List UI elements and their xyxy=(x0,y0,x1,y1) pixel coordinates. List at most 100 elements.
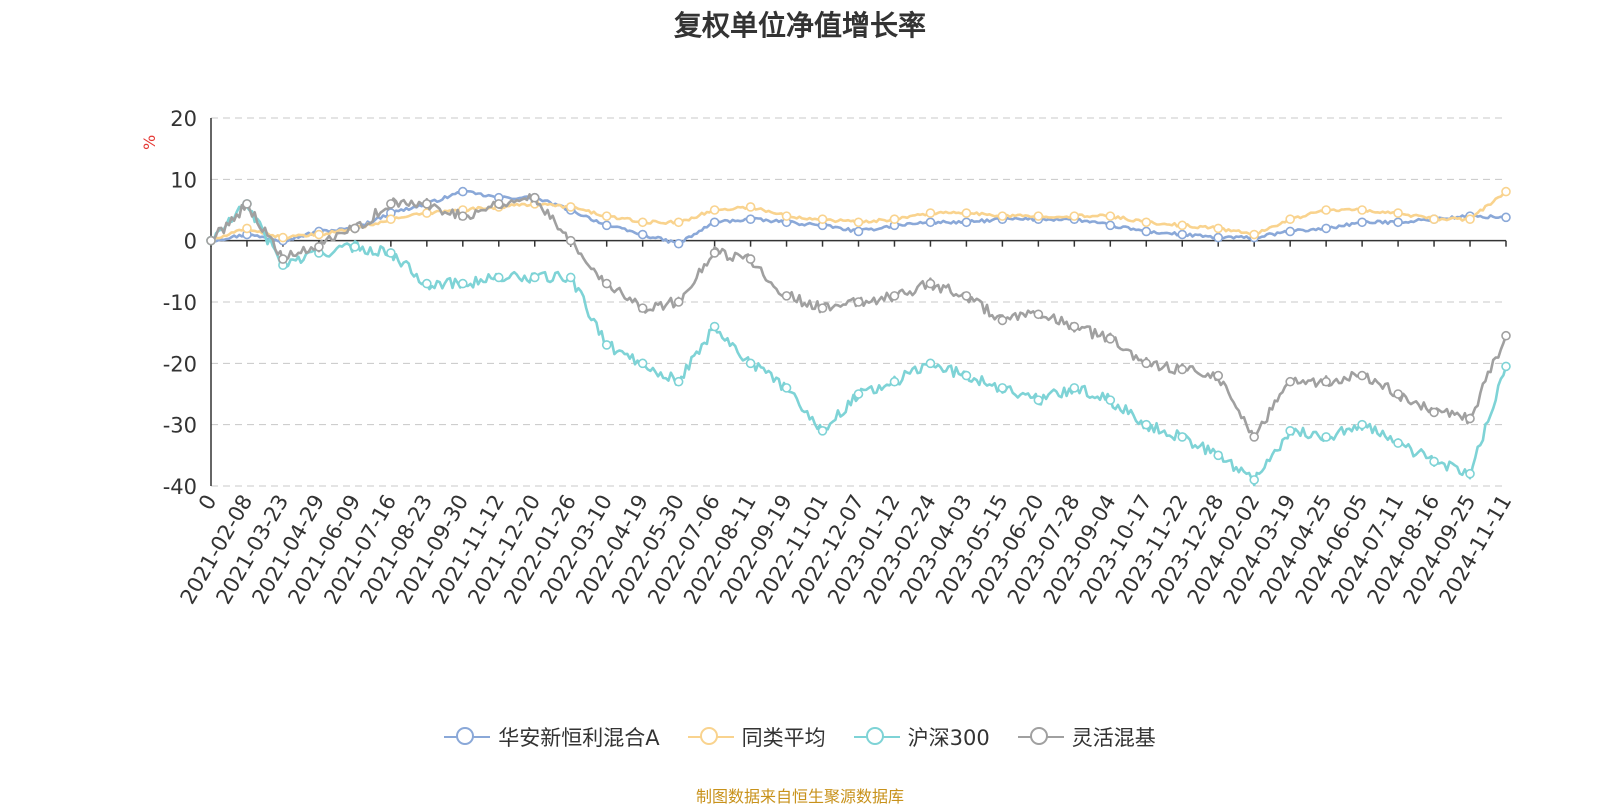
data-point xyxy=(565,235,576,246)
legend-item[interactable]: 沪深300 xyxy=(853,722,990,752)
data-point xyxy=(745,214,756,224)
data-point xyxy=(1105,211,1116,221)
data-point xyxy=(1141,217,1152,228)
data-point xyxy=(925,358,936,369)
data-point xyxy=(1069,211,1080,221)
data-point xyxy=(961,370,972,381)
data-point xyxy=(422,278,432,289)
data-point xyxy=(1321,376,1331,387)
data-point xyxy=(1213,450,1224,461)
data-point xyxy=(422,199,432,209)
legend: 华安新恒利混合A 同类平均 沪深300 灵活混基 xyxy=(0,722,1600,752)
data-point xyxy=(278,254,288,264)
data-point xyxy=(1357,205,1367,215)
data-point xyxy=(961,208,972,218)
data-point xyxy=(278,232,288,243)
data-point xyxy=(1321,205,1331,215)
data-point xyxy=(853,217,864,228)
data-point xyxy=(637,303,648,313)
data-point xyxy=(781,291,792,301)
source-note: 制图数据来自恒生聚源数据库 xyxy=(695,787,904,806)
data-point xyxy=(386,248,396,258)
data-point xyxy=(889,291,900,301)
data-point xyxy=(637,229,648,240)
data-point xyxy=(1033,211,1044,221)
data-point xyxy=(709,321,720,332)
data-point xyxy=(601,211,612,221)
data-point xyxy=(817,425,828,436)
data-point xyxy=(1321,432,1331,442)
legend-marker-icon xyxy=(853,727,900,747)
legend-marker-icon xyxy=(687,727,734,747)
data-point xyxy=(601,220,612,231)
data-point xyxy=(745,254,756,264)
data-point xyxy=(817,303,828,313)
data-point xyxy=(673,238,684,249)
legend-label: 同类平均 xyxy=(741,726,826,750)
x-tick-label: 0 xyxy=(194,491,221,515)
chart-title: 复权单位净值增长率 xyxy=(673,9,926,42)
data-point xyxy=(853,226,864,237)
data-point xyxy=(242,199,252,209)
data-point xyxy=(314,242,324,252)
data-point xyxy=(1393,389,1403,399)
y-tick-label: 20 xyxy=(170,107,197,131)
data-point xyxy=(637,358,648,369)
legend-marker-icon xyxy=(444,727,491,747)
y-tick-label: -10 xyxy=(163,291,197,315)
data-point xyxy=(1249,475,1259,485)
data-point xyxy=(1105,333,1116,344)
data-point xyxy=(1285,425,1295,436)
data-point xyxy=(925,217,936,228)
legend-item[interactable]: 华安新恒利混合A xyxy=(444,722,660,752)
data-point xyxy=(601,340,612,350)
legend-item[interactable]: 灵活混基 xyxy=(1017,722,1156,752)
data-point xyxy=(1177,220,1188,231)
data-point xyxy=(1465,413,1475,424)
data-point xyxy=(1213,370,1224,381)
data-point xyxy=(925,278,936,289)
data-point xyxy=(817,214,828,224)
data-point xyxy=(458,211,468,221)
legend-item[interactable]: 同类平均 xyxy=(687,722,826,752)
data-point xyxy=(997,383,1008,393)
legend-label: 华安新恒利混合A xyxy=(498,726,660,750)
y-tick-label: 10 xyxy=(170,168,197,192)
data-point xyxy=(1357,419,1367,430)
data-point xyxy=(1357,217,1367,228)
axes xyxy=(210,118,1507,486)
data-point xyxy=(889,214,900,224)
data-point xyxy=(1249,229,1259,240)
data-point xyxy=(997,211,1008,221)
data-point xyxy=(709,205,720,215)
data-point xyxy=(1501,186,1511,197)
data-point xyxy=(458,186,468,197)
tick-labels: 20100-10-20-30-4002021-02-082021-03-2320… xyxy=(163,107,1517,608)
data-point xyxy=(1141,226,1152,237)
data-point xyxy=(1213,232,1224,243)
data-point xyxy=(1501,361,1511,372)
data-point xyxy=(529,192,540,203)
data-point xyxy=(206,235,216,246)
data-point xyxy=(1033,395,1044,405)
legend-label: 沪深300 xyxy=(907,726,990,750)
data-point xyxy=(853,297,864,307)
data-point xyxy=(709,248,720,258)
data-point xyxy=(1393,217,1403,228)
data-point xyxy=(350,242,360,252)
data-point xyxy=(673,376,684,387)
data-point xyxy=(1429,456,1439,467)
data-point xyxy=(386,214,396,224)
data-point xyxy=(637,217,648,228)
data-point xyxy=(997,315,1008,326)
data-point xyxy=(673,217,684,228)
data-point xyxy=(1105,220,1116,231)
data-point xyxy=(386,199,396,209)
data-point xyxy=(1213,223,1224,234)
data-point xyxy=(1429,214,1439,224)
y-tick-label: -20 xyxy=(163,352,197,376)
data-point xyxy=(565,202,576,212)
data-point xyxy=(745,202,756,212)
